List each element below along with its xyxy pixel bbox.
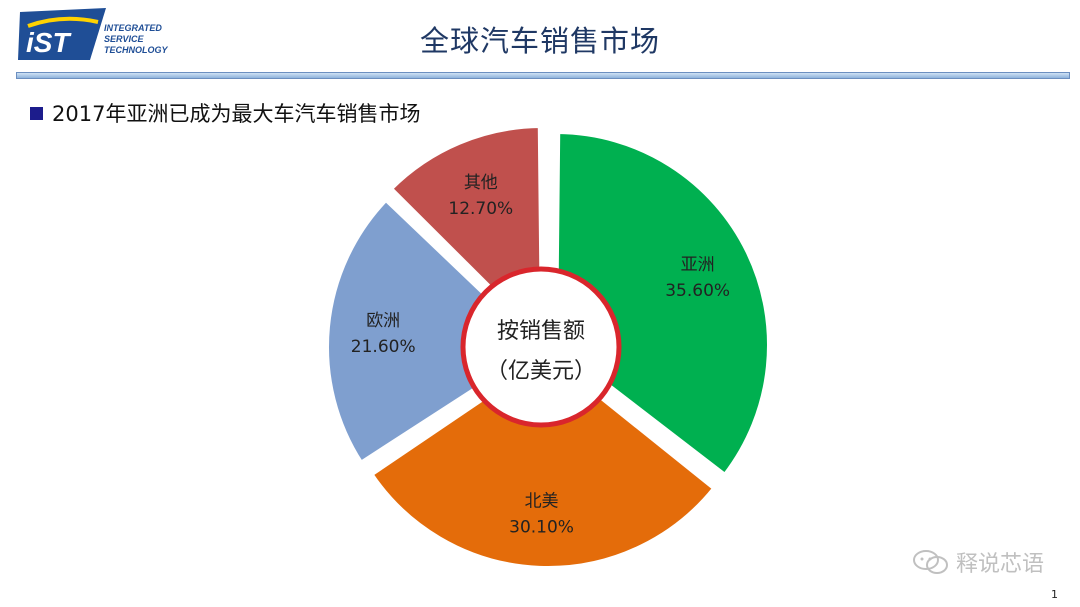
ist-logo: iST INTEGRATED SERVICE TECHNOLOGY xyxy=(18,8,168,60)
watermark-text: 释说芯语 xyxy=(955,552,1044,577)
svg-text:SERVICE: SERVICE xyxy=(104,34,145,44)
slice-category-label-1: 北美 xyxy=(525,491,559,511)
svg-text:iST: iST xyxy=(26,27,72,58)
slice-category-label-2: 欧洲 xyxy=(366,311,400,331)
center-circle xyxy=(460,266,622,428)
title-divider xyxy=(16,72,1070,79)
page-number: 1 xyxy=(1051,588,1058,601)
svg-text:INTEGRATED: INTEGRATED xyxy=(104,23,162,33)
slice-value-label-1: 30.10% xyxy=(509,517,574,537)
bullet-text: 2017年亚洲已成为最大车汽车销售市场 xyxy=(52,102,421,126)
pie-slice-0 xyxy=(553,129,771,478)
page-title: 全球汽车销售市场 xyxy=(419,24,660,58)
slice-value-label-2: 21.60% xyxy=(351,337,416,357)
svg-text:TECHNOLOGY: TECHNOLOGY xyxy=(104,45,168,55)
slice-category-label-0: 亚洲 xyxy=(681,255,715,275)
slice-value-label-3: 12.70% xyxy=(448,199,513,219)
bullet-point: 2017年亚洲已成为最大车汽车销售市场 xyxy=(30,98,420,128)
bullet-square-icon xyxy=(30,106,43,120)
pie-slice-1 xyxy=(368,352,717,570)
center-label-line2: （亿美元） xyxy=(486,359,596,384)
wechat-icon xyxy=(912,550,948,574)
slice-category-label-3: 其他 xyxy=(464,173,498,193)
slice-value-label-0: 35.60% xyxy=(665,281,730,301)
pie-slice-2 xyxy=(325,197,544,466)
center-label-line1: 按销售额 xyxy=(497,319,585,344)
watermark: 释说芯语 xyxy=(912,546,1044,578)
